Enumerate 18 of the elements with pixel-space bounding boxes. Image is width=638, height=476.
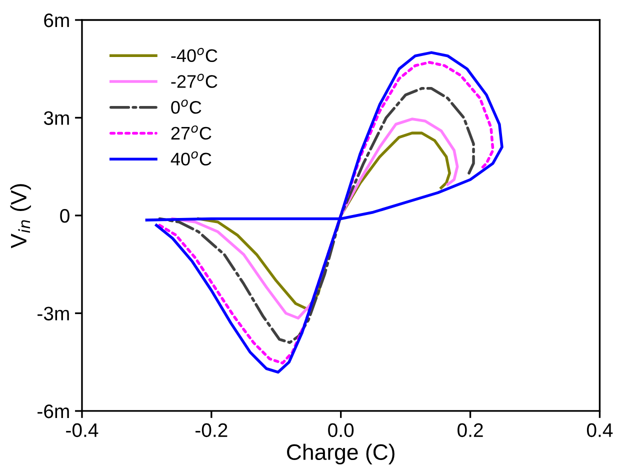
x-tick-label: 0.0 (328, 423, 354, 438)
y-tick-label: 6m (44, 13, 69, 28)
x-tick-label: 0.2 (458, 423, 483, 438)
legend-label: 40$^{o}$C (170, 151, 212, 166)
y-tick-label: 3m (44, 111, 69, 125)
x-tick-label: -0.4 (66, 423, 98, 438)
line-series (158, 87, 475, 344)
legend-label: 0$^{o}$C (171, 100, 202, 114)
y-axis-title: V$_{in}$ (V) (10, 184, 31, 248)
y-tick-label: -6m (38, 404, 69, 418)
legend-label: -40$^{o}$C (171, 48, 218, 62)
legend-label: 27$^{o}$C (171, 125, 212, 140)
y-tick-label: 0 (60, 208, 70, 223)
x-axis-title: Charge (C) (287, 444, 394, 464)
x-tick-label: 0.4 (586, 423, 613, 438)
y-tick-label: -3m (38, 306, 69, 320)
legend-label: -27$^{o}$C (171, 74, 218, 88)
x-tick-label: -0.2 (196, 423, 228, 438)
